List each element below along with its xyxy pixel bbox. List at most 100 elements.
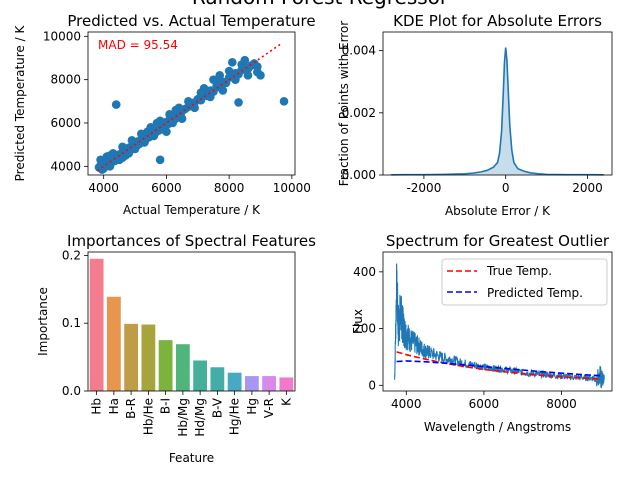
bar-Ha [106,296,121,391]
figure-suptitle: Random Forest Regressor [192,0,449,9]
scatter-point [190,103,199,113]
scatter-point [152,118,162,128]
scatter-point [206,92,215,102]
chart-0-xtick-label: 10000 [273,181,311,195]
chart-3-frame [382,251,613,392]
kde-area-fill [391,47,604,175]
legend-true-label: True Temp. [486,264,552,278]
chart-3-ytick-label: 200 [353,322,376,336]
chart-1-ylabel: Fraction of Points with Error [337,21,351,187]
feature-tick-label: B-R [124,398,138,419]
scatter-point [215,71,225,80]
bar-B-R [124,323,139,391]
scatter-point [171,105,181,115]
chart-2-ytick-label: 0.1 [62,316,81,330]
chart-2-title: Importances of Spectral Features [67,232,316,250]
chart-0-ytick-label: 4000 [50,159,81,173]
scatter-point [227,58,237,67]
chart-0-ytick-label: 10000 [43,29,81,43]
spectrum-flux-line [394,263,605,389]
scatter-point [218,86,228,95]
scatter-point [256,71,265,80]
chart-1-group: KDE Plot for Absolute Errors Absolute Err… [337,12,613,218]
chart-1-ytick-label: 0.002 [342,106,376,120]
chart-3-plot-area [394,263,605,389]
chart-3-ylabel: Flux [351,309,365,334]
chart-1-xlabel: Absolute Error / K [445,204,551,218]
bar-Hg [244,376,259,391]
chart-3-ytick-label: 400 [353,265,376,279]
feature-tick-label: Hb [90,398,104,415]
feature-tick-label: Ha [107,398,121,414]
scatter-point [97,165,107,174]
feature-tick-label: B-V [210,397,224,418]
scatter-point [177,114,187,123]
chart-0-xtick-label: 8000 [214,181,245,195]
chart-1-title: KDE Plot for Absolute Errors [393,12,602,30]
feature-tick-label: Hb/He [141,398,155,435]
chart-1-xtick-label: -2000 [406,181,441,195]
scatter-point [279,97,289,106]
chart-3-legend: True Temp. Predicted Temp. [441,258,608,306]
feature-tick-label: K [279,397,293,406]
scatter-point [165,110,174,119]
chart-3-title: Spectrum for Greatest Outlier [386,232,610,250]
legend-box [441,258,608,306]
chart-3-group: Spectrum for Greatest Outlier Wavelength … [351,232,613,434]
scatter-point [118,142,127,152]
chart-0-xtick-label: 6000 [151,181,182,195]
scatter-point [133,140,143,149]
chart-2-xlabel: Feature [169,451,214,465]
chart-0-xtick-label: 4000 [88,181,119,195]
scatter-point [168,118,177,128]
chart-0-ytick-label: 6000 [50,116,81,130]
scatter-point [243,71,253,80]
kde-curve [391,47,604,176]
chart-0-xlabel: Actual Temperature / K [123,203,261,217]
mad-annotation: MAD = 95.54 [98,38,178,52]
scatter-point [224,66,234,76]
scatter-point [105,162,115,171]
bar-B-I [158,340,173,391]
chart-2-ytick-label: 0.2 [62,248,81,262]
chart-1-xtick-label: 0 [502,181,510,195]
chart-1-ytick-label: 0.000 [342,168,376,182]
chart-3-ytick-label: 0 [368,378,376,392]
feature-tick-label: B-I [159,398,173,414]
scatter-point [127,136,137,145]
feature-tick-label: Hg [245,398,259,415]
scatter-point [155,155,165,165]
chart-2-ytick-label: 0.0 [62,384,81,398]
chart-2-ylabel: Importance [36,287,50,356]
bar-Hd/Mg [193,360,208,391]
scatter-point [105,151,115,160]
chart-1-frame [382,31,613,176]
chart-0-ylabel: Predicted Temperature / K [13,25,27,182]
bar-Hb/He [141,324,156,391]
legend-predicted-label: Predicted Temp. [487,286,583,300]
bar-Hg/He [227,372,242,391]
chart-0-frame [87,31,296,176]
feature-tick-label: Hb/Mg [176,398,190,437]
scatter-point [184,97,193,106]
chart-3-xtick-label: 4000 [391,397,422,411]
scatter-point [234,98,243,107]
feature-tick-label: Hd/Mg [193,398,207,437]
scatter-point [231,75,240,84]
scatter-point [240,55,250,65]
predicted-temp-line [396,360,601,377]
scatter-point [199,84,209,93]
chart-3-xtick-label: 6000 [469,397,500,411]
scatter-point [143,127,152,136]
feature-tick-label: V-R [262,398,276,418]
bar-B-V [210,367,225,391]
scatter-point [253,62,262,71]
scatter-point [162,127,171,136]
chart-0-ytick-label: 8000 [50,73,81,87]
scatter-point [111,100,121,109]
chart-0-group: Predicted vs. Actual Temperature Actual T… [13,12,316,217]
bar-Hb/Mg [175,344,190,391]
bar-K [279,377,294,391]
chart-1-xtick-label: 2000 [572,181,603,195]
